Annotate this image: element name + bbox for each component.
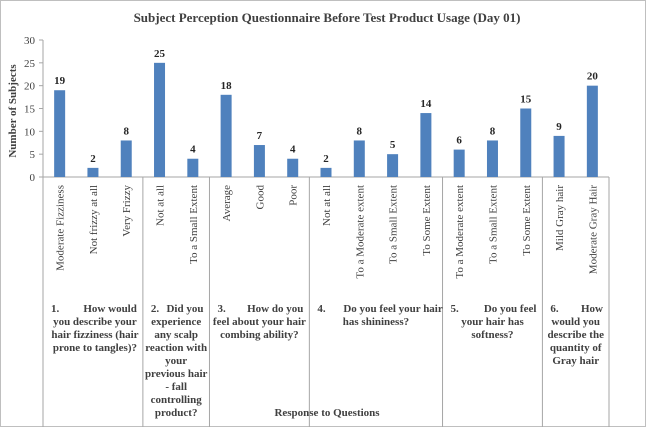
data-label: 4 [190, 144, 196, 156]
data-label: 8 [357, 125, 363, 137]
question-number: 1. [51, 303, 60, 315]
x-axis-title: Response to Questions [274, 407, 380, 419]
chart-title: Subject Perception Questionnaire Before … [134, 10, 521, 25]
question-number: 2. [151, 303, 160, 315]
category-label: To a Moderate extent [354, 185, 366, 279]
question-text-line: any scalp [154, 329, 198, 341]
category-label: Not at all [321, 185, 333, 226]
question-text-line: experience [151, 316, 201, 328]
data-label: 8 [123, 125, 129, 137]
data-label: 6 [456, 135, 462, 147]
bar [520, 108, 532, 177]
question-number: 5. [451, 303, 460, 315]
y-tick-label: 25 [24, 58, 36, 70]
data-label: 14 [420, 98, 432, 110]
category-label: Not at all [155, 185, 167, 226]
y-tick-label: 10 [24, 126, 36, 138]
bar [54, 90, 66, 177]
question-text-line: combing ability? [220, 329, 299, 341]
bar [453, 149, 465, 177]
category-label: Moderate Gray Hair [587, 185, 599, 275]
question-text-line: controlling [151, 394, 203, 406]
category-label: To a Small Extent [388, 185, 400, 264]
data-label: 25 [154, 48, 166, 60]
data-label: 9 [556, 121, 562, 133]
bar [220, 94, 232, 177]
question-text-line: How do you [247, 303, 303, 315]
y-tick-label: 0 [30, 172, 36, 184]
y-tick-label: 15 [24, 104, 36, 116]
question-text-line: would you [551, 316, 600, 328]
question-text-line: describe the [547, 329, 604, 341]
bar [287, 158, 299, 177]
data-label: 5 [390, 139, 396, 151]
question-text-line: has shininess? [343, 316, 409, 328]
category-label: Poor [288, 185, 300, 206]
y-tick-label: 5 [30, 149, 36, 161]
y-axis-title: Number of Subjects [7, 64, 19, 158]
bar [87, 167, 99, 177]
data-label: 4 [290, 144, 296, 156]
question-text-line: reaction with [145, 342, 207, 354]
bar [486, 140, 498, 177]
data-label: 7 [257, 130, 263, 142]
question-text-line: How would [83, 303, 137, 315]
category-label: To a Small Extent [188, 185, 200, 264]
category-label: Good [254, 185, 266, 210]
category-labels: Moderate Fizziness Not frizzy at all Very … [55, 185, 600, 279]
bar [253, 145, 265, 177]
bar [420, 113, 432, 177]
data-label: 19 [54, 75, 66, 87]
bar [353, 140, 365, 177]
bar [320, 167, 332, 177]
data-label: 2 [323, 153, 329, 165]
bars [54, 62, 598, 178]
category-label: To a Small Extent [487, 185, 499, 264]
data-label: 8 [490, 125, 496, 137]
question-text-line: prone to tangles)? [53, 342, 137, 354]
data-label: 2 [90, 153, 96, 165]
question-text-line: feel about your hair [213, 316, 306, 328]
question-text-line: Gray hair [552, 355, 599, 367]
category-label: To Some Extent [521, 185, 533, 256]
data-labels: 19 2 8 25 4 18 7 4 2 8 5 14 6 8 15 9 20 [54, 48, 598, 165]
category-label: Moderate Fizziness [55, 185, 67, 271]
question-text-line: product? [155, 407, 198, 419]
y-tick-label: 30 [24, 35, 36, 47]
question-text-line: Do you feel [484, 303, 537, 315]
question-text-line: previous hair [145, 368, 208, 380]
question-text-line: Do you feel your hair [343, 303, 443, 315]
question-text-line: Did you [166, 303, 203, 315]
data-label: 15 [520, 94, 532, 106]
data-label: 18 [221, 80, 233, 92]
question-number: 4. [317, 303, 326, 315]
category-label: To a Moderate extent [454, 185, 466, 279]
question-number: 3. [217, 303, 226, 315]
category-label: Mild Gray hair [554, 185, 566, 251]
category-label: Very Frizzy [121, 185, 133, 237]
bar [553, 135, 565, 177]
question-text-line: you describe your [53, 316, 137, 328]
bar [120, 140, 132, 177]
category-label: To Some Extent [421, 185, 433, 256]
bar [387, 154, 399, 177]
category-label: Average [221, 185, 233, 222]
question-text-line: - fall [165, 381, 187, 393]
bar [586, 85, 598, 177]
y-tick-label: 20 [24, 81, 36, 93]
bar [187, 158, 199, 177]
question-number: 6. [550, 303, 559, 315]
question-text-line: your hair has [461, 316, 524, 328]
question-text-line: hair fizziness (hair [51, 329, 138, 341]
bar [154, 62, 166, 178]
question-text-line: quantity of [550, 342, 602, 354]
data-label: 20 [587, 71, 599, 83]
question-text-line: your [165, 355, 187, 367]
category-label: Not frizzy at all [88, 185, 100, 254]
question-text-line: How [581, 303, 603, 315]
question-text-line: softness? [471, 329, 513, 341]
